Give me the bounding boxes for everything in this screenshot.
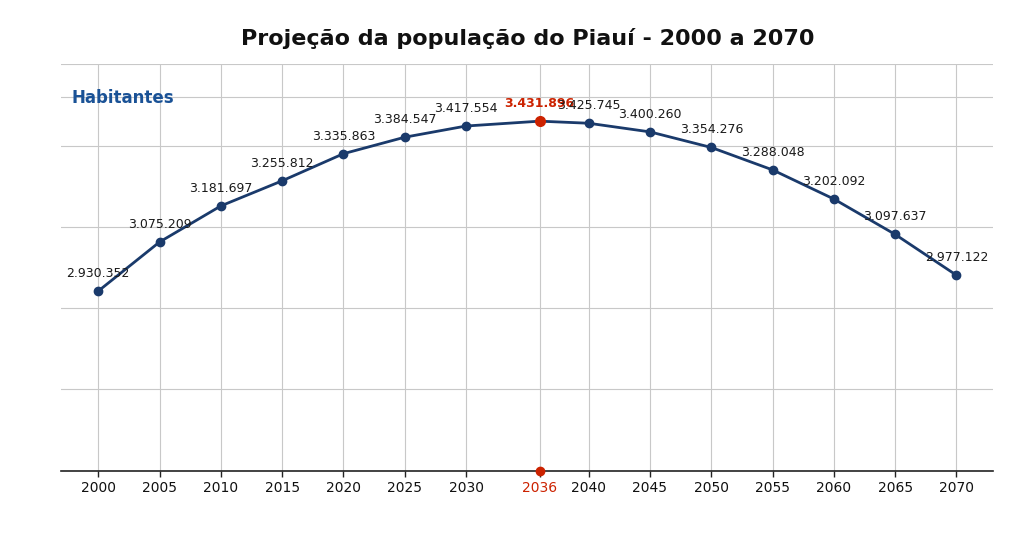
Text: 3.425.745: 3.425.745 [557,99,621,112]
Text: 3.181.697: 3.181.697 [189,182,253,195]
Text: 2.977.122: 2.977.122 [925,251,988,264]
Text: 3.384.547: 3.384.547 [373,113,436,126]
Text: Habitantes: Habitantes [72,89,174,107]
Text: 3.097.637: 3.097.637 [863,210,927,223]
Text: 3.431.896: 3.431.896 [505,97,574,110]
Text: 3.335.863: 3.335.863 [311,129,375,143]
Text: 2.930.352: 2.930.352 [67,267,130,280]
Text: 3.417.554: 3.417.554 [434,102,498,115]
Title: Projeção da população do Piauí - 2000 a 2070: Projeção da população do Piauí - 2000 a … [241,28,814,49]
Text: 3.075.209: 3.075.209 [128,218,191,231]
Text: 3.354.276: 3.354.276 [680,124,743,136]
Text: 3.288.048: 3.288.048 [740,146,805,159]
Text: 3.400.260: 3.400.260 [618,108,682,121]
Text: 3.202.092: 3.202.092 [802,175,865,188]
Text: 3.255.812: 3.255.812 [251,157,314,170]
